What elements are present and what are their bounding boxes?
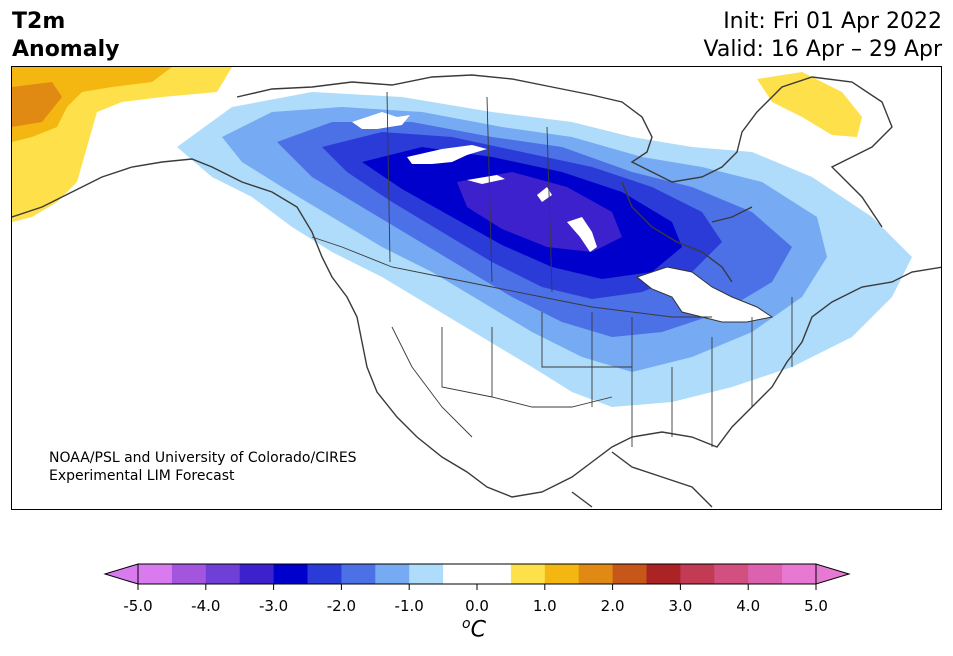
colorbar-segment: [646, 564, 681, 584]
colorbar-under-arrow: [103, 563, 139, 585]
colorbar-over-arrow: [815, 563, 851, 585]
colorbar-segment: [714, 564, 749, 584]
colorbar-tick-label: -2.0: [326, 597, 357, 615]
title-line-2: Anomaly: [12, 37, 120, 62]
colorbar-tick-label: 1.0: [532, 597, 557, 615]
great-lakes: [635, 266, 774, 323]
units-degree: o: [462, 616, 471, 632]
colorbar-segment: [409, 564, 444, 584]
greenland-warm-anomaly: [757, 72, 862, 137]
alaska-warm-peak: [12, 82, 62, 127]
lake-winnipeg: [567, 217, 597, 252]
colorbar-tick-label: 0.0: [465, 597, 489, 615]
init-date: Init: Fri 01 Apr 2022: [723, 9, 942, 34]
colorbar-segment: [307, 564, 342, 584]
colorbar-segment: [748, 564, 783, 584]
credit-line-2: Experimental LIM Forecast: [49, 468, 235, 484]
colorbar-segment: [443, 564, 478, 584]
colorbar-segment: [341, 564, 376, 584]
colorbar-tick-label: 5.0: [804, 597, 828, 615]
colorbar-segment: [239, 564, 275, 584]
colorbar-segment: [680, 564, 715, 584]
colorbar-tick-label: 3.0: [668, 597, 693, 615]
colorbar-segment: [578, 564, 614, 584]
colorbar-tick-label: -4.0: [191, 597, 221, 615]
colorbar-segment: [375, 564, 410, 584]
valid-period: Valid: 16 Apr – 29 Apr: [703, 37, 943, 62]
colorbar-segment: [477, 564, 512, 584]
units-letter: C: [470, 617, 486, 643]
map-canvas: [12, 67, 941, 508]
forecast-dates: Init: Fri 01 Apr 2022 Valid: 16 Apr – 29…: [704, 8, 943, 64]
great-slave-lake: [407, 145, 487, 164]
coastlines: [12, 74, 941, 508]
lake-athabasca: [467, 175, 505, 184]
colorbar-segment: [612, 564, 647, 584]
credit-text: NOAA/PSL and University of Colorado/CIRE…: [49, 449, 357, 485]
colorbar-segment: [510, 564, 546, 584]
colorbar-segment: [782, 564, 817, 584]
colorbar-ticks: [137, 584, 817, 590]
colorbar-segment: [544, 564, 580, 584]
colorbar-tick-label: -1.0: [394, 597, 424, 615]
title-line-1: T2m: [12, 9, 66, 34]
map-title: T2m Anomaly: [12, 8, 119, 64]
colorbar-segments: [138, 564, 817, 584]
colorbar-segment: [171, 564, 207, 584]
great-bear-lake: [352, 112, 410, 129]
colorbar-tick-label: 2.0: [600, 597, 625, 615]
colorbar-segment: [138, 564, 173, 584]
colorbar-tick-label: -5.0: [123, 597, 153, 615]
political-borders: [311, 91, 793, 447]
colorbar-segment: [205, 564, 241, 584]
reindeer-lake: [537, 187, 552, 202]
colorbar: [103, 563, 851, 590]
colorbar-tick-label: -3.0: [258, 597, 289, 615]
anomaly-map: [11, 66, 942, 510]
colorbar-segment: [273, 564, 308, 584]
colorbar-units: oC: [462, 616, 486, 642]
colorbar-tick-label: 4.0: [736, 597, 761, 615]
credit-line-1: NOAA/PSL and University of Colorado/CIRE…: [49, 450, 357, 466]
